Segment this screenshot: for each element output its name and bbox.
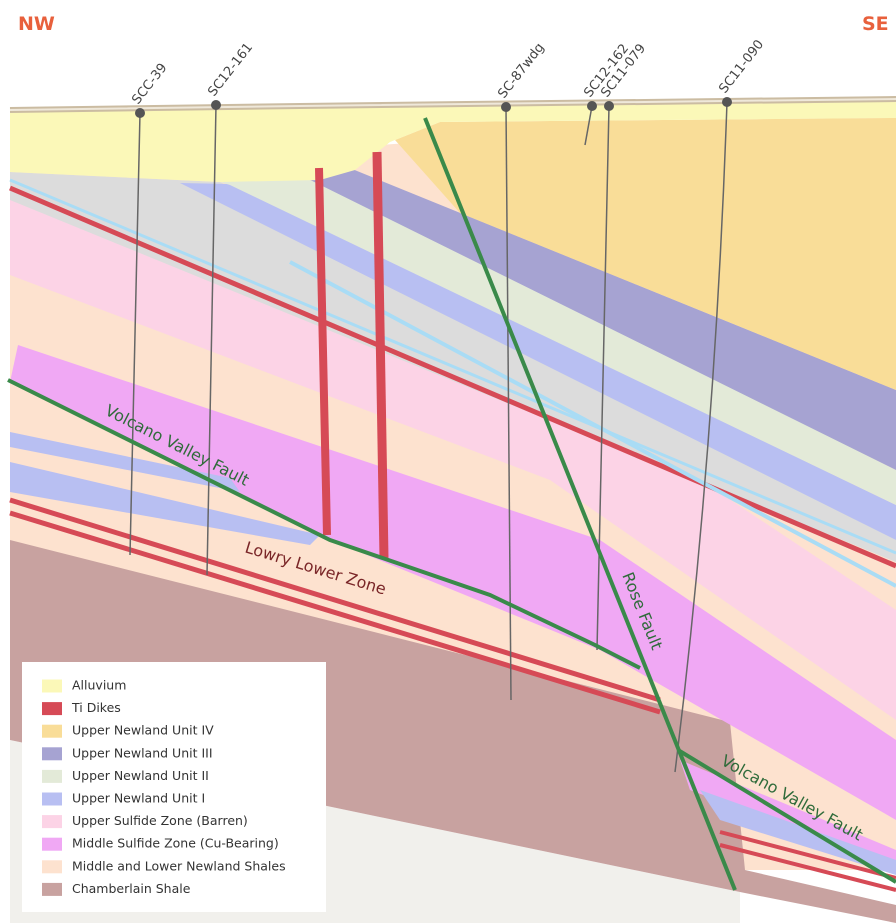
hole-label: SC11-090 [716,37,767,96]
red-stripe [719,843,896,892]
fault-line [676,748,896,884]
drill-trace [206,104,217,576]
unit-i-layer [10,432,240,492]
legend-label: Alluvium [72,678,126,693]
unit-iii-layer [280,160,896,470]
legend-label: Ti Dikes [71,700,121,715]
collar [587,101,597,111]
legend-swatch [42,702,62,716]
legend-label: Middle and Lower Newland Shales [72,858,286,873]
blue-stripe [9,178,896,555]
legend-swatch [42,747,62,761]
red-stripe [9,510,661,715]
legend-label: Upper Newland Unit I [72,791,205,806]
drill-trace [596,105,610,651]
red-stripe [9,185,896,569]
unit-i-layer [10,462,320,545]
legend-box [22,662,326,912]
red-stripe [9,497,661,703]
drill-trace [584,105,593,146]
unit-i-layer [180,183,896,540]
legend-label: Upper Newland Unit III [72,745,213,760]
fault-line [7,378,641,670]
drill-trace [129,112,141,556]
legend-swatch [42,860,62,874]
collar [135,108,145,118]
chamberlain-layer [10,540,896,923]
surface [9,98,896,111]
hole-label: SC-87wdg [495,40,547,101]
legend-label: Upper Newland Unit II [72,768,209,783]
legend-label: Upper Sulfide Zone (Barren) [72,813,248,828]
collar [722,97,732,107]
unit-ii-layer [220,165,896,505]
ti-dike [372,151,389,559]
fault-line [423,117,737,891]
legend: Alluvium Ti Dikes Upper Newland Unit IV Upp… [42,678,286,896]
legend-swatch [42,837,62,851]
blue-stripe [289,260,896,588]
upper-sulfide-layer [10,195,896,720]
legend-swatch [42,792,62,806]
red-stripe [719,830,896,880]
legend-label: Middle Sulfide Zone (Cu-Bearing) [72,836,279,851]
collar [211,100,221,110]
legend-swatch [42,815,62,829]
unit-iv-layer [395,118,896,390]
collar [501,102,511,112]
direction-label: NW [18,13,55,35]
drill-trace [505,106,512,701]
alluvium-layer [10,100,896,182]
legend-swatch [42,769,62,783]
legend-swatch [42,882,62,896]
hole-label: SC12-161 [205,40,256,99]
drill-trace [674,101,728,773]
collar [604,101,614,111]
legend-label: Upper Newland Unit IV [72,723,214,738]
ti-dike [315,167,331,536]
hole-label: SCC-39 [129,61,170,108]
legend-label: Chamberlain Shale [72,881,191,896]
legend-swatch [42,724,62,738]
direction-label: SE [862,13,889,35]
legend-swatch [42,679,62,693]
